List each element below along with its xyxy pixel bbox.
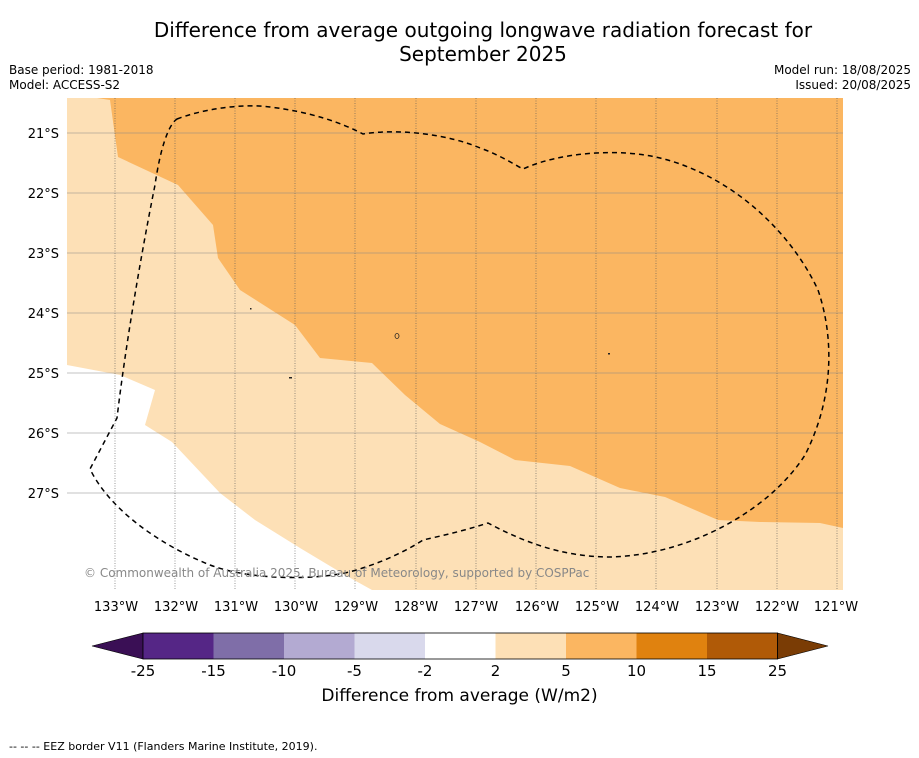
colorbar-segment xyxy=(284,633,355,659)
copyright-notice: © Commonwealth of Australia 2025, Bureau… xyxy=(84,566,590,580)
lon-label: 126°W xyxy=(515,600,559,615)
lon-label: 132°W xyxy=(154,600,198,615)
colorbar-segment xyxy=(636,633,707,659)
model-run: Model run: 18/08/2025 xyxy=(773,63,911,77)
colorbar-tick: -5 xyxy=(347,662,362,680)
lon-label: 124°W xyxy=(635,600,679,615)
colorbar-segment xyxy=(495,633,566,659)
title-line-1: Difference from average outgoing longwav… xyxy=(153,18,813,42)
colorbar-ticks: -25 -15 -10 -5 -2 2 5 10 15 25 xyxy=(131,662,787,680)
colorbar-segment xyxy=(213,633,284,659)
colorbar-segment xyxy=(566,633,637,659)
lon-label: 133°W xyxy=(94,600,138,615)
colorbar-segment xyxy=(425,633,496,659)
colorbar-low-extend xyxy=(91,632,144,660)
lon-label: 121°W xyxy=(814,600,858,615)
lat-label: 24°S xyxy=(28,307,59,322)
colorbar-tick: 25 xyxy=(768,662,787,680)
lat-label: 23°S xyxy=(28,247,59,262)
lat-labels: 21°S 22°S 23°S 24°S 25°S 26°S 27°S xyxy=(28,127,59,502)
lon-label: 125°W xyxy=(575,600,619,615)
lon-label: 129°W xyxy=(334,600,378,615)
colorbar-segment xyxy=(354,633,425,659)
title-line-2: September 2025 xyxy=(399,42,567,66)
eez-border xyxy=(89,105,830,579)
meta-left: Base period: 1981-2018 Model: ACCESS-S2 xyxy=(9,63,154,93)
colorbar-tick: -15 xyxy=(201,662,226,680)
colorbar-high-extend xyxy=(777,632,829,660)
lat-label: 25°S xyxy=(28,367,59,382)
lon-label: 130°W xyxy=(274,600,318,615)
colorbar: -25 -15 -10 -5 -2 2 5 10 15 25 xyxy=(91,632,829,680)
colorbar-tick: 10 xyxy=(627,662,646,680)
lon-labels: 133°W 132°W 131°W 130°W 129°W 128°W 127°… xyxy=(94,600,858,615)
colorbar-tick: 15 xyxy=(697,662,716,680)
map-plot-area xyxy=(67,98,843,590)
lat-label: 22°S xyxy=(28,187,59,202)
colorbar-tick: -10 xyxy=(272,662,297,680)
meta-right: Model run: 18/08/2025 Issued: 20/08/2025 xyxy=(774,63,911,93)
lat-label: 27°S xyxy=(28,487,59,502)
lat-label: 21°S xyxy=(28,127,59,142)
lon-label: 128°W xyxy=(394,600,438,615)
chart-title: Difference from average outgoing longwav… xyxy=(0,18,919,66)
grid-lines xyxy=(114,98,838,590)
base-period: Base period: 1981-2018 xyxy=(9,63,154,77)
lon-label: 122°W xyxy=(755,600,799,615)
eez-footnote: -- -- -- EEZ border V11 (Flanders Marine… xyxy=(9,740,318,753)
colorbar-tick: -25 xyxy=(131,662,156,680)
colorbar-segment xyxy=(143,633,214,659)
lon-label: 131°W xyxy=(214,600,258,615)
island-markers xyxy=(250,308,610,379)
lon-label: 123°W xyxy=(695,600,739,615)
lat-label: 26°S xyxy=(28,427,59,442)
lon-label: 127°W xyxy=(454,600,498,615)
colorbar-frame xyxy=(142,632,778,660)
band-neutral xyxy=(67,365,372,590)
issued-date: Issued: 20/08/2025 xyxy=(795,78,911,92)
colorbar-tick: -2 xyxy=(418,662,433,680)
model-name: Model: ACCESS-S2 xyxy=(9,78,121,92)
colorbar-tick: 5 xyxy=(561,662,571,680)
colorbar-title: Difference from average (W/m2) xyxy=(321,686,598,706)
lat-lines xyxy=(67,132,843,494)
colorbar-segment xyxy=(707,633,778,659)
colorbar-tick: 2 xyxy=(491,662,501,680)
